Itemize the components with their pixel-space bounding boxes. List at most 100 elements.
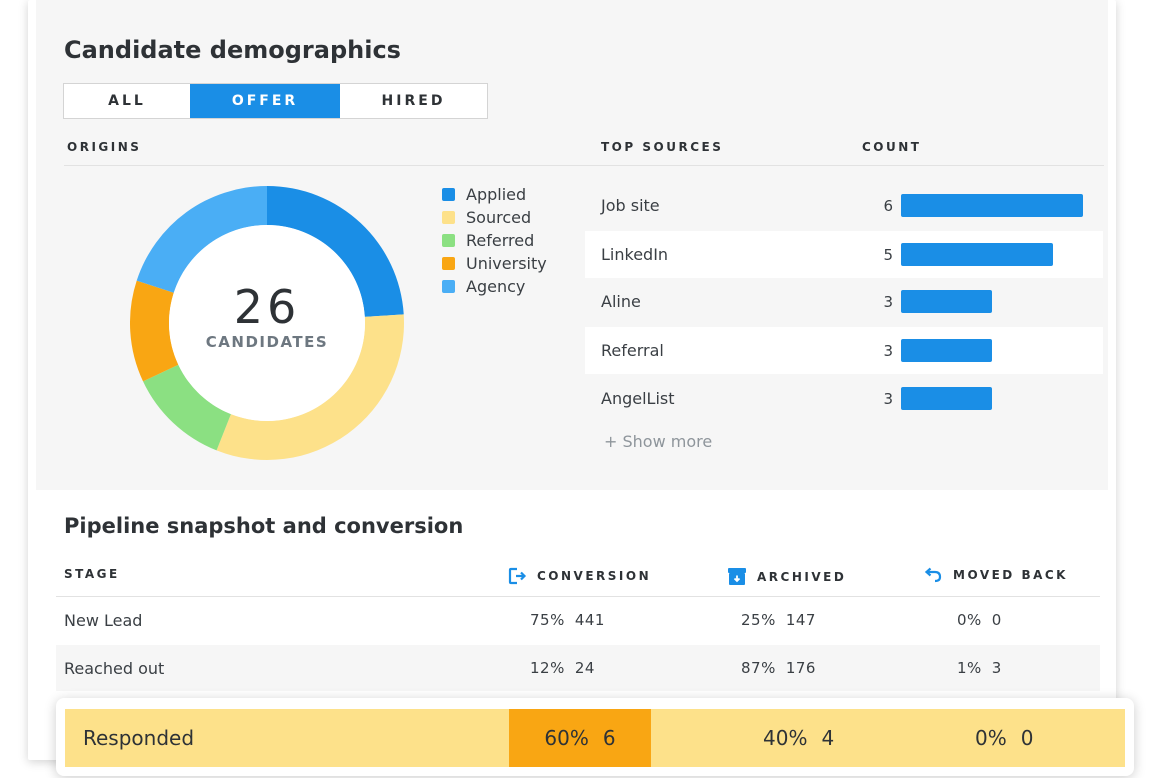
legend-label: Sourced <box>466 208 532 227</box>
legend-item-university: University <box>442 252 547 275</box>
exit-arrow-icon <box>508 567 527 585</box>
conversion-count: 6 <box>602 726 616 750</box>
legend-swatch <box>442 280 455 293</box>
legend-swatch <box>442 211 455 224</box>
archived-cell: 40% 4 <box>763 709 834 767</box>
legend-item-sourced: Sourced <box>442 206 547 229</box>
source-count: 6 <box>883 196 893 215</box>
legend-item-applied: Applied <box>442 183 547 206</box>
archived-percent: 25% <box>741 611 776 629</box>
archive-box-icon <box>728 568 746 585</box>
source-row: Aline 3 <box>585 278 1103 325</box>
conversion-percent: 60% <box>544 726 589 750</box>
moved-back-count: 0 <box>1020 726 1034 750</box>
stage-header: STAGE <box>64 567 120 581</box>
donut-slice-sourced[interactable] <box>216 314 404 460</box>
header-divider <box>64 165 1104 166</box>
source-row: AngelList 3 <box>585 375 1103 422</box>
origins-header: ORIGINS <box>67 140 142 154</box>
moved-back-cell: 0% 0 <box>975 709 1033 767</box>
archived-percent: 87% <box>741 659 776 677</box>
top-sources-header: TOP SOURCES <box>601 140 724 154</box>
donut-total: 26 <box>233 280 301 334</box>
donut-hole <box>169 225 365 421</box>
pipeline-row[interactable]: Reached out 12% 24 87% 176 1% 3 <box>56 645 1100 691</box>
source-row: LinkedIn 5 <box>585 231 1103 278</box>
source-count: 5 <box>883 245 893 264</box>
conversion-header: CONVERSION <box>508 567 651 585</box>
stage-header-label: STAGE <box>64 567 120 581</box>
legend-label: Referred <box>466 231 535 250</box>
origins-donut-chart <box>130 186 404 460</box>
conversion-cell: 60% 6 <box>509 709 651 767</box>
legend-item-agency: Agency <box>442 275 547 298</box>
source-row: Referral 3 <box>585 327 1103 374</box>
moved-back-header: MOVED BACK <box>923 567 1068 583</box>
source-count: 3 <box>883 389 893 408</box>
legend-swatch <box>442 257 455 270</box>
moved-back-count: 0 <box>991 611 1002 629</box>
donut-slice-applied[interactable] <box>267 186 404 317</box>
moved-back-percent: 1% <box>957 659 982 677</box>
source-bar <box>901 290 992 313</box>
archived-cell: 87% 176 <box>741 645 816 691</box>
moved-back-count: 3 <box>991 659 1002 677</box>
stage-name: Responded <box>83 726 195 750</box>
source-name: AngelList <box>601 389 675 408</box>
tab-all[interactable]: ALL <box>108 93 146 109</box>
source-bar <box>901 194 1083 217</box>
tab-offer[interactable]: OFFER <box>190 84 340 118</box>
archived-count: 147 <box>785 611 816 629</box>
archived-count: 4 <box>821 726 835 750</box>
moved-back-percent: 0% <box>957 611 982 629</box>
source-name: Referral <box>601 341 664 360</box>
highlighted-pipeline-row[interactable]: Responded 60% 6 40% 4 0% 0 <box>56 698 1134 776</box>
conversion-cell: 12% 24 <box>530 645 595 691</box>
stage-name: New Lead <box>64 610 143 630</box>
archived-cell: 25% 147 <box>741 597 816 643</box>
source-bar <box>901 339 992 362</box>
moved-back-header-label: MOVED BACK <box>953 568 1068 582</box>
legend-swatch <box>442 234 455 247</box>
tab-hired[interactable]: HIRED <box>381 93 446 109</box>
source-row: Job site 6 <box>585 182 1103 229</box>
show-more-link[interactable]: + Show more <box>604 432 713 451</box>
archived-header-label: ARCHIVED <box>757 569 847 584</box>
moved-back-cell: 0% 0 <box>957 597 1002 643</box>
donut-slice-university[interactable] <box>130 280 179 382</box>
moved-back-cell: 1% 3 <box>957 645 1002 691</box>
source-bar <box>901 243 1053 266</box>
legend-label: Applied <box>466 185 527 204</box>
conversion-count: 441 <box>574 611 605 629</box>
legend-swatch <box>442 188 455 201</box>
source-name: Aline <box>601 292 641 311</box>
pipeline-title: Pipeline snapshot and conversion <box>64 514 464 538</box>
conversion-cell: 75% 441 <box>530 597 605 643</box>
legend-label: University <box>466 254 547 273</box>
moved-back-percent: 0% <box>975 726 1007 750</box>
donut-total-label: CANDIDATES <box>205 333 329 351</box>
archived-count: 176 <box>785 659 816 677</box>
pipeline-header-divider <box>56 596 1100 597</box>
filter-segmented-control: ALL OFFER HIRED <box>63 83 488 119</box>
source-name: LinkedIn <box>601 245 669 264</box>
conversion-header-label: CONVERSION <box>537 569 652 583</box>
source-count: 3 <box>883 292 893 311</box>
conversion-percent: 12% <box>530 659 565 677</box>
donut-slice-agency[interactable] <box>136 186 267 293</box>
origins-legend: Applied Sourced Referred University Agen… <box>442 183 547 298</box>
conversion-percent: 75% <box>530 611 565 629</box>
donut-slice-referred[interactable] <box>143 364 231 451</box>
highlighted-row-body: Responded 60% 6 40% 4 0% 0 <box>65 709 1125 767</box>
stage-name: Reached out <box>64 658 165 678</box>
count-header: COUNT <box>862 140 922 154</box>
archived-header: ARCHIVED <box>727 567 846 586</box>
source-name: Job site <box>601 196 660 215</box>
legend-label: Agency <box>466 277 526 296</box>
pipeline-row[interactable]: New Lead 75% 441 25% 147 0% 0 <box>56 597 1100 643</box>
source-bar <box>901 387 992 410</box>
source-count: 3 <box>883 341 893 360</box>
demographics-title: Candidate demographics <box>64 36 401 64</box>
conversion-count: 24 <box>574 659 595 677</box>
archived-percent: 40% <box>763 726 808 750</box>
